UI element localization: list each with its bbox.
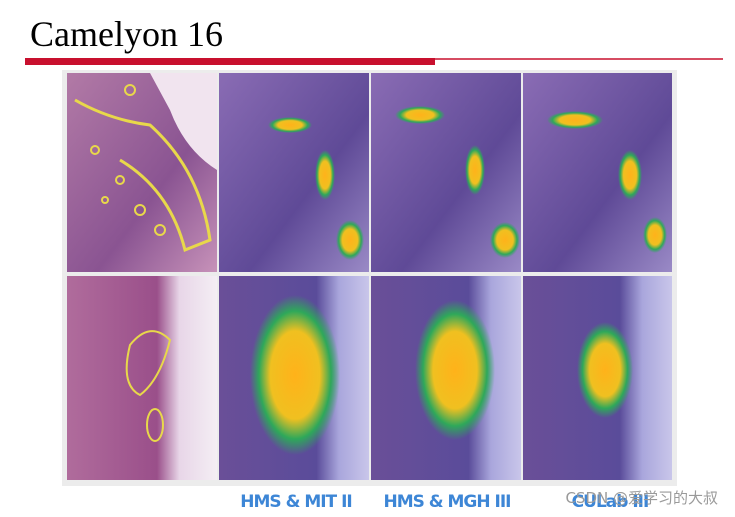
annotation (74, 98, 212, 253)
heat (643, 217, 667, 253)
heat (250, 295, 340, 455)
slide-title: Camelyon 16 (30, 14, 223, 54)
heat (618, 150, 642, 200)
image-grid (62, 70, 677, 486)
heat (577, 322, 633, 418)
heat (395, 106, 445, 124)
heat (415, 300, 495, 440)
title-bar (25, 58, 435, 65)
tile (67, 276, 217, 480)
caption: CULab III (572, 492, 649, 512)
annotation (146, 408, 164, 442)
annotation-dots (90, 84, 166, 236)
heat (336, 220, 364, 260)
heat (465, 145, 485, 195)
heat (547, 111, 603, 129)
tile-fat (150, 73, 217, 170)
watermark: CSDN @爱学习的大叔 (565, 489, 718, 507)
caption: HMS & MGH III (383, 492, 510, 512)
heat (268, 117, 312, 133)
heat (315, 150, 335, 200)
annotation (125, 330, 172, 397)
caption: HMS & MIT II (240, 492, 351, 512)
heat (490, 222, 520, 258)
